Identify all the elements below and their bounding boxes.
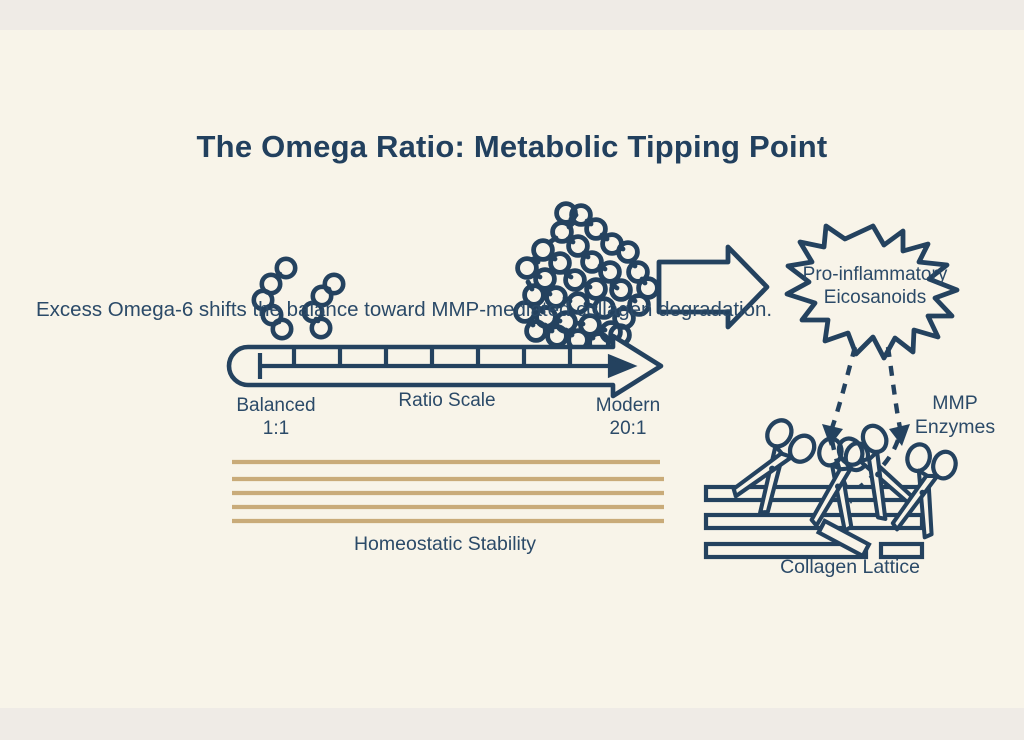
- collagen-lattice-label: Collagen Lattice: [780, 556, 920, 578]
- transition-block-arrow: [656, 244, 770, 330]
- homeostatic-stability-lines: [232, 459, 664, 524]
- mmp-label-line1: MMP: [932, 392, 978, 414]
- eicosanoid-burst-label: Pro-inflammatory Eicosanoids: [760, 263, 990, 309]
- scale-right-value: 20:1: [609, 418, 647, 440]
- omega3-molecule-cluster: [251, 256, 346, 341]
- scale-left-name: Balanced: [236, 395, 316, 416]
- mmp-label-line2: Enzymes: [914, 415, 996, 438]
- omega6-molecule-cluster: [513, 201, 660, 355]
- scale-center-label: Ratio Scale: [398, 390, 496, 411]
- scale-right-label: Modern 20:1: [548, 394, 708, 440]
- ratio-scale-arrow: [226, 333, 664, 399]
- scale-left-label: Balanced 1:1: [196, 394, 356, 440]
- page-title: The Omega Ratio: Metabolic Tipping Point: [196, 129, 828, 164]
- scale-inner-arrow: [257, 353, 638, 379]
- scale-right-name: Modern: [595, 395, 661, 416]
- eicosanoid-burst: [784, 223, 960, 361]
- homeostatic-stability-label: Homeostatic Stability: [353, 533, 537, 555]
- burst-label-line1: Pro-inflammatory: [802, 264, 948, 285]
- scale-left-value: 1:1: [262, 418, 290, 440]
- side-note-text: Excess Omega-6 shifts the balance toward…: [36, 295, 772, 324]
- burst-label-line2: Eicosanoids: [823, 287, 927, 309]
- mmp-enzymes-label: MMP Enzymes: [885, 392, 1024, 440]
